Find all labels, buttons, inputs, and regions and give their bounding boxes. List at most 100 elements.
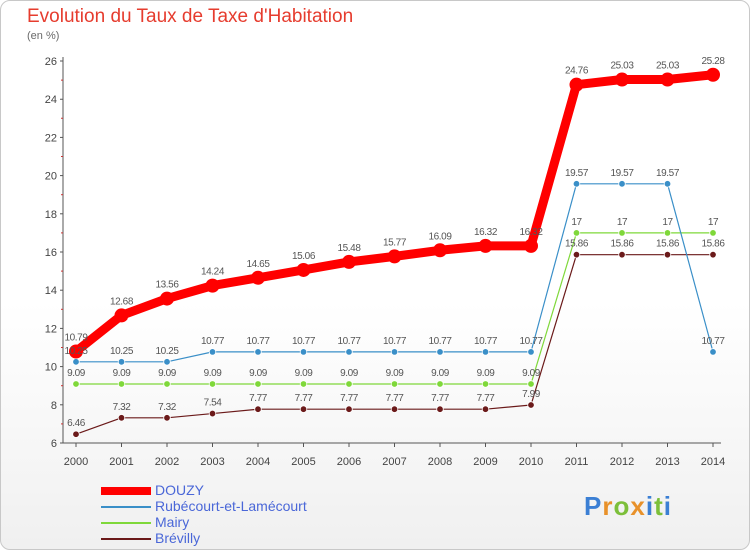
data-label: 19.57: [610, 168, 634, 179]
data-point: [254, 380, 262, 388]
x-tick-label: 2013: [655, 456, 679, 468]
legend-label: DOUZY: [155, 482, 204, 498]
data-label: 10.77: [428, 336, 452, 347]
data-label: 7.77: [477, 393, 496, 404]
data-point: [296, 262, 311, 277]
chart-title: Evolution du Taux de Taxe d'Habitation: [27, 6, 354, 27]
x-tick-label: 2012: [610, 456, 634, 468]
data-label: 10.25: [155, 346, 179, 357]
data-point: [254, 348, 262, 356]
logo-letter: t: [654, 491, 664, 521]
data-label: 9.09: [158, 368, 177, 379]
data-label: 6.46: [67, 418, 86, 429]
data-point: [117, 358, 126, 366]
data-point: [709, 348, 717, 356]
data-point: [299, 405, 308, 413]
x-tick-label: 2000: [64, 456, 88, 468]
data-label: 10.79: [64, 333, 88, 344]
data-point: [663, 229, 672, 237]
data-label: 7.99: [522, 389, 541, 400]
data-label: 19.57: [565, 168, 589, 179]
data-label: 9.09: [522, 368, 541, 379]
data-point: [345, 405, 353, 413]
data-label: 7.77: [340, 393, 359, 404]
data-label: 15.86: [565, 239, 589, 250]
data-label: 15.86: [701, 239, 725, 250]
y-tick-label: 22: [45, 132, 57, 144]
data-label: 9.09: [113, 368, 132, 379]
x-tick-label: 2010: [519, 456, 543, 468]
data-point: [436, 405, 444, 413]
legend-label: Brévilly: [155, 530, 201, 546]
data-point: [163, 380, 171, 388]
data-point: [660, 72, 675, 87]
data-label: 10.77: [292, 336, 316, 347]
data-point: [481, 348, 490, 356]
data-point: [205, 278, 220, 293]
x-tick-label: 2014: [701, 456, 725, 468]
data-label: 9.09: [477, 368, 496, 379]
data-label: 25.03: [610, 61, 634, 72]
data-point: [208, 409, 217, 418]
data-point: [117, 380, 126, 388]
logo-letter: P: [584, 491, 603, 521]
data-point: [433, 243, 447, 258]
x-tick-label: 2009: [473, 456, 497, 468]
data-label: 15.48: [337, 243, 361, 254]
data-label: 10.77: [701, 336, 725, 347]
data-point: [117, 414, 126, 422]
data-label: 16.09: [428, 231, 452, 242]
data-point: [709, 229, 717, 237]
data-point: [618, 229, 626, 237]
data-label: 9.09: [249, 368, 268, 379]
x-tick-label: 2005: [291, 456, 315, 468]
data-point: [299, 380, 308, 388]
data-label: 15.06: [292, 251, 316, 262]
data-label: 7.32: [158, 402, 177, 413]
data-label: 10.25: [110, 346, 134, 357]
data-label: 12.68: [110, 296, 134, 307]
chart-data-labels: 10.79 12.68 13.56 14.24 14.65 15.06 15.48 15.77…: [64, 56, 725, 429]
data-label: 10.77: [383, 336, 407, 347]
data-point: [709, 250, 717, 259]
data-label: 17: [662, 217, 673, 228]
data-point: [390, 348, 399, 356]
data-point: [481, 405, 490, 413]
data-point: [572, 180, 581, 188]
legend-label: Mairy: [155, 514, 190, 530]
data-label: 19.57: [656, 168, 680, 179]
data-label: 10.25: [64, 346, 88, 357]
x-tick-label: 2002: [155, 456, 179, 468]
data-label: 7.77: [431, 393, 450, 404]
data-point: [478, 238, 493, 253]
data-label: 7.54: [204, 398, 223, 409]
data-point: [481, 380, 490, 388]
proxiti-logo: Proxiti: [584, 491, 672, 522]
data-point: [72, 380, 80, 388]
chart-unit-label: (en %): [27, 30, 60, 42]
logo-letter: i: [645, 491, 655, 521]
x-tick-label: 2008: [428, 456, 452, 468]
data-point: [618, 250, 626, 259]
data-point: [527, 401, 535, 409]
data-point: [163, 358, 171, 366]
series-line-douzy: [71, 70, 718, 357]
data-point: [299, 348, 308, 356]
data-label: 16.32: [474, 227, 498, 238]
x-tick-label: 2006: [337, 456, 361, 468]
data-label: 17: [617, 217, 628, 228]
data-point: [114, 308, 129, 323]
data-label: 24.76: [565, 66, 589, 77]
data-label: 17: [708, 217, 719, 228]
logo-letter: r: [602, 491, 614, 521]
chart-axes: 6 8 10 12 14 16 18 20 22 24 26 2000 2001 2002 2003 2004…: [45, 56, 725, 468]
data-label: 15.86: [656, 239, 680, 250]
y-tick-label: 24: [45, 94, 57, 106]
x-tick-label: 2007: [382, 456, 406, 468]
x-tick-label: 2001: [109, 456, 133, 468]
data-point: [208, 380, 217, 388]
data-label: 10.77: [201, 336, 225, 347]
data-point: [615, 72, 629, 87]
data-point: [387, 249, 402, 264]
